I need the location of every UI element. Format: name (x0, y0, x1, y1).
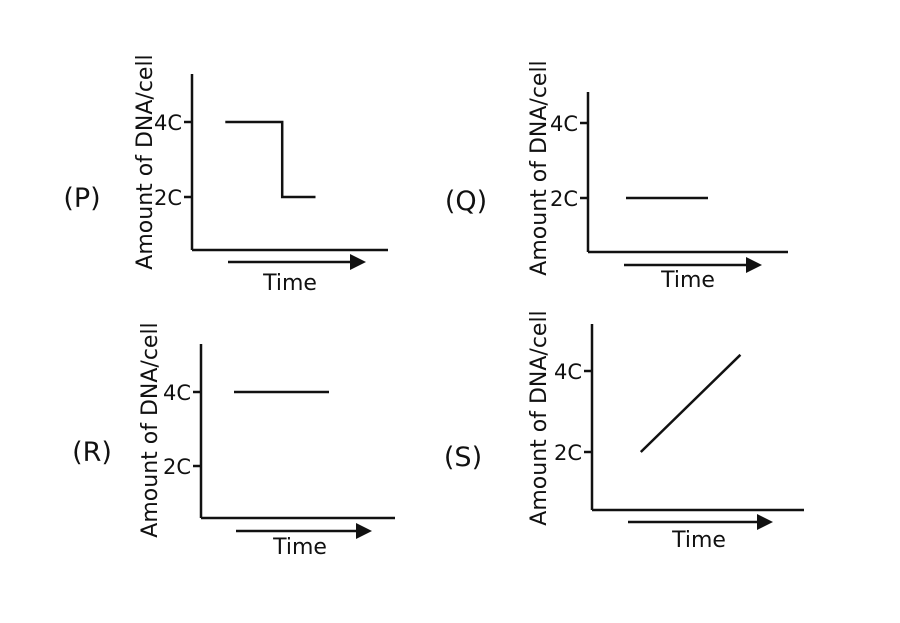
y-axis-label: Amount of DNA/cell (133, 54, 158, 269)
time-arrow-head (746, 257, 762, 273)
time-arrow-head (757, 514, 773, 530)
panel-label: (S) (444, 442, 482, 473)
series-line (225, 120, 316, 199)
y-tick-label: 4C (163, 381, 191, 405)
panel-label: (R) (72, 437, 112, 468)
series-line (639, 353, 742, 453)
y-tick-label: 2C (154, 186, 182, 210)
x-axis-label: Time (272, 535, 327, 560)
time-arrow-head (356, 523, 372, 539)
x-axis-label: Time (262, 271, 317, 296)
panel-r: (R) Amount of DNA/cell 4C 2C Time (72, 322, 395, 560)
y-tick-label: 2C (163, 455, 191, 479)
panel-label: (Q) (445, 186, 487, 217)
x-axis-label: Time (660, 268, 715, 293)
y-tick-label: 4C (554, 360, 582, 384)
y-tick-label: 2C (554, 441, 582, 465)
y-tick-label: 4C (154, 111, 182, 135)
panel-label: (P) (63, 183, 100, 214)
y-tick-label: 2C (550, 187, 578, 211)
panel-s: (S) Amount of DNA/cell 4C 2C Time (444, 310, 804, 553)
y-axis-label: Amount of DNA/cell (527, 310, 552, 525)
x-axis-label: Time (671, 528, 726, 553)
y-axis-label: Amount of DNA/cell (138, 322, 163, 537)
time-arrow-head (350, 254, 366, 270)
y-tick-label: 4C (550, 112, 578, 136)
y-axis-label: Amount of DNA/cell (527, 60, 552, 275)
